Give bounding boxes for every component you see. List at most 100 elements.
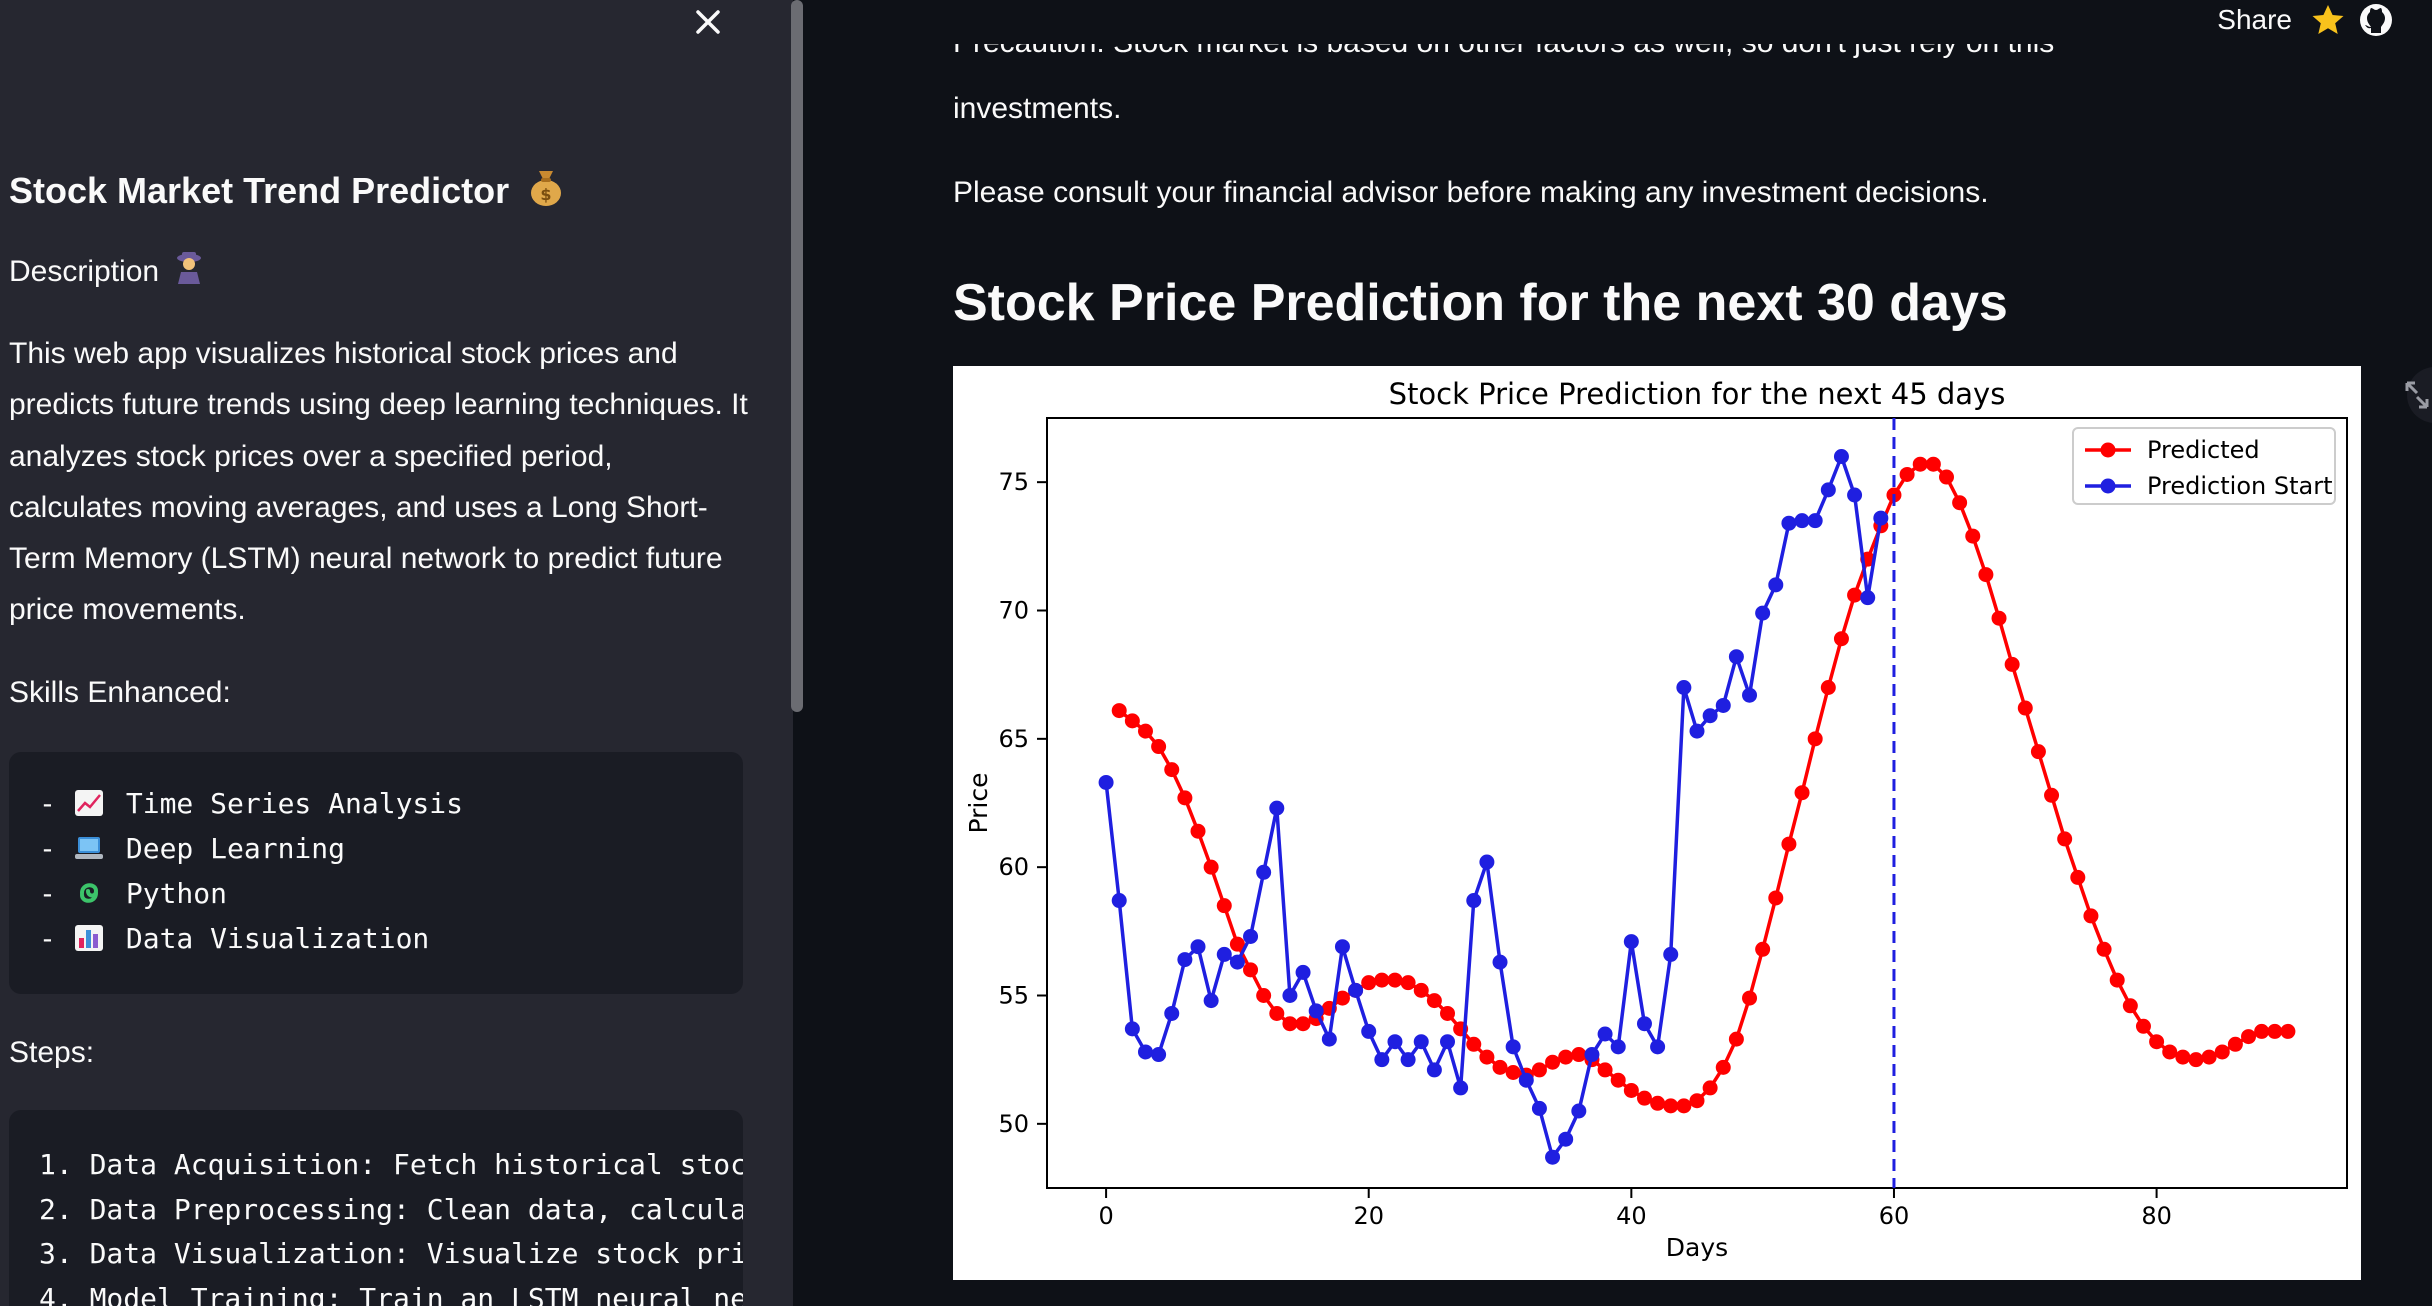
data-point xyxy=(1426,993,1442,1009)
data-point xyxy=(1440,1005,1456,1021)
data-point xyxy=(1137,723,1153,739)
prediction-heading: Stock Price Prediction for the next 30 d… xyxy=(953,274,2008,332)
data-point xyxy=(1453,1080,1469,1096)
data-point xyxy=(1400,1052,1416,1068)
data-point xyxy=(1124,1021,1140,1037)
star-icon xyxy=(2312,5,2344,34)
data-point xyxy=(2083,908,2099,924)
data-point xyxy=(2122,998,2138,1014)
laptop-icon xyxy=(74,833,108,861)
data-point xyxy=(1676,1098,1692,1114)
steps-heading: Steps: xyxy=(9,1036,95,1069)
data-point xyxy=(1925,456,1941,472)
data-point xyxy=(1663,946,1679,962)
star-button[interactable] xyxy=(2310,2,2346,38)
data-point xyxy=(1820,680,1836,695)
data-point xyxy=(1558,1049,1574,1065)
data-point xyxy=(1229,954,1245,970)
step-item: 1. Data Acquisition: Fetch historical st… xyxy=(39,1148,743,1181)
share-button[interactable]: Share xyxy=(2217,4,2292,35)
data-point xyxy=(1847,487,1863,503)
data-point xyxy=(1374,972,1390,988)
python-icon xyxy=(74,878,108,906)
step-item: 2. Data Preprocessing: Clean data, calcu… xyxy=(39,1193,743,1226)
app-title: Stock Market Trend Predictor $ xyxy=(9,166,565,220)
x-tick-label: 0 xyxy=(1098,1202,1113,1230)
github-button[interactable] xyxy=(2358,2,2394,38)
y-tick-label: 75 xyxy=(998,468,1029,496)
sidebar-scrollbar[interactable] xyxy=(791,0,803,712)
data-point xyxy=(2254,1023,2270,1039)
data-point xyxy=(1137,1044,1153,1060)
data-point xyxy=(1794,785,1810,801)
data-point xyxy=(1216,946,1232,962)
data-point xyxy=(1545,1149,1561,1165)
data-point xyxy=(1361,975,1377,991)
data-point xyxy=(1702,708,1718,724)
data-point xyxy=(1518,1072,1534,1088)
data-point xyxy=(1952,495,1968,511)
y-axis-label: Price xyxy=(964,773,993,834)
skills-code-block: - Time Series Analysis - Deep Learning -… xyxy=(9,752,743,994)
data-point xyxy=(1164,762,1180,778)
series-prediction-start xyxy=(1098,449,1889,1165)
data-point xyxy=(2267,1023,2283,1039)
data-point xyxy=(2280,1023,2296,1039)
data-point xyxy=(1689,1093,1705,1109)
data-point xyxy=(1663,1098,1679,1114)
close-icon xyxy=(696,10,720,34)
data-point xyxy=(2044,787,2060,803)
data-point xyxy=(1571,1047,1587,1063)
data-point xyxy=(1597,1062,1613,1078)
legend-swatch-marker xyxy=(2100,442,2116,458)
data-point xyxy=(1334,939,1350,955)
data-point xyxy=(1991,610,2007,626)
series-predicted xyxy=(1111,456,2296,1114)
close-sidebar-button[interactable] xyxy=(690,4,726,40)
data-point xyxy=(1111,703,1127,719)
app-title-text: Stock Market Trend Predictor xyxy=(9,170,510,211)
y-tick-label: 50 xyxy=(998,1110,1029,1138)
data-point xyxy=(2188,1052,2204,1068)
data-point xyxy=(1256,988,1272,1003)
data-point xyxy=(1348,982,1364,998)
data-point xyxy=(1768,890,1784,906)
description-heading-text: Description xyxy=(9,254,160,288)
data-point xyxy=(1203,859,1219,875)
skill-label: Python xyxy=(125,877,228,910)
data-point xyxy=(1361,1023,1377,1039)
data-point xyxy=(1545,1054,1561,1070)
data-point xyxy=(1334,990,1350,1006)
prediction-chart-svg: Stock Price Prediction for the next 45 d… xyxy=(964,377,2348,1262)
detective-icon xyxy=(173,250,205,296)
data-point xyxy=(1912,456,1928,472)
data-point xyxy=(2227,1036,2243,1052)
data-point xyxy=(1229,936,1245,952)
data-point xyxy=(2149,1034,2165,1050)
plot-frame xyxy=(1046,417,2348,1189)
data-point xyxy=(1965,528,1981,544)
data-point xyxy=(1505,1039,1521,1055)
data-point xyxy=(1256,864,1272,880)
skill-item: - Deep Learning xyxy=(39,832,346,865)
data-point xyxy=(1755,941,1771,957)
data-point xyxy=(1689,723,1705,739)
chart-title: Stock Price Prediction for the next 45 d… xyxy=(1389,377,2006,411)
data-point xyxy=(1282,988,1298,1003)
data-point xyxy=(1571,1103,1587,1119)
data-point xyxy=(1807,513,1823,529)
data-point xyxy=(1243,962,1259,978)
legend-label: Prediction Start xyxy=(2147,472,2332,500)
fullscreen-button[interactable] xyxy=(2383,366,2432,424)
skill-label: Time Series Analysis xyxy=(125,787,464,820)
skill-item: - Time Series Analysis xyxy=(39,787,464,820)
data-point xyxy=(2096,941,2112,957)
data-point xyxy=(1742,687,1758,703)
data-point xyxy=(1269,1005,1285,1021)
data-point xyxy=(1413,982,1429,998)
data-point xyxy=(1492,954,1508,970)
github-icon xyxy=(2360,4,2392,36)
skill-label: Deep Learning xyxy=(125,832,346,865)
data-point xyxy=(2109,972,2125,988)
data-point xyxy=(1190,939,1206,955)
